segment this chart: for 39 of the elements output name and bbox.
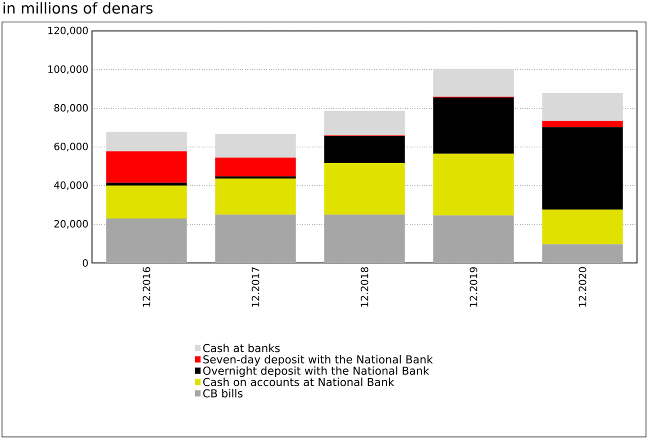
- chart-title: in millions of denars: [4, 2, 153, 14]
- bar: [106, 151, 187, 183]
- bar: [324, 136, 405, 164]
- x-tick-label: 12.2018: [360, 267, 368, 307]
- y-tick-label: 20,000: [54, 220, 88, 229]
- legend-label: Overnight deposit with the National Bank: [203, 366, 430, 377]
- bar: [433, 154, 514, 216]
- bar: [106, 186, 187, 219]
- bar: [433, 68, 514, 97]
- x-tick-label: 12.2020: [578, 267, 586, 307]
- bar: [542, 244, 623, 263]
- bar: [324, 163, 405, 215]
- bar: [106, 218, 187, 263]
- y-tick-label: 80,000: [54, 104, 88, 113]
- legend-label: Cash on accounts at National Bank: [203, 378, 394, 386]
- bar: [324, 214, 405, 263]
- y-tick-label: 60,000: [54, 142, 88, 152]
- bar: [215, 178, 296, 215]
- y-tick-label: 100,000: [48, 65, 88, 74]
- y-tick-label: 40,000: [54, 181, 88, 190]
- y-tick-label: 120,000: [48, 26, 88, 36]
- x-tick-label: 12.2016: [142, 267, 150, 307]
- bar: [542, 127, 623, 210]
- bar: [542, 210, 623, 244]
- y-tick-label: 0: [82, 259, 88, 267]
- legend-label: Seven-day deposit with the National Bank: [203, 355, 433, 366]
- bar: [215, 134, 296, 158]
- legend-label: CB bills: [203, 388, 243, 398]
- bar: [215, 158, 296, 176]
- bar: [215, 214, 296, 263]
- x-tick-label: 12.2017: [252, 267, 260, 307]
- legend-label: Cash at banks: [203, 344, 280, 352]
- bar: [542, 120, 623, 128]
- bar: [433, 97, 514, 154]
- x-tick-label: 12.2019: [470, 267, 478, 307]
- bar: [542, 93, 623, 121]
- bar: [106, 132, 187, 152]
- bar: [433, 215, 514, 263]
- bar: [324, 110, 405, 136]
